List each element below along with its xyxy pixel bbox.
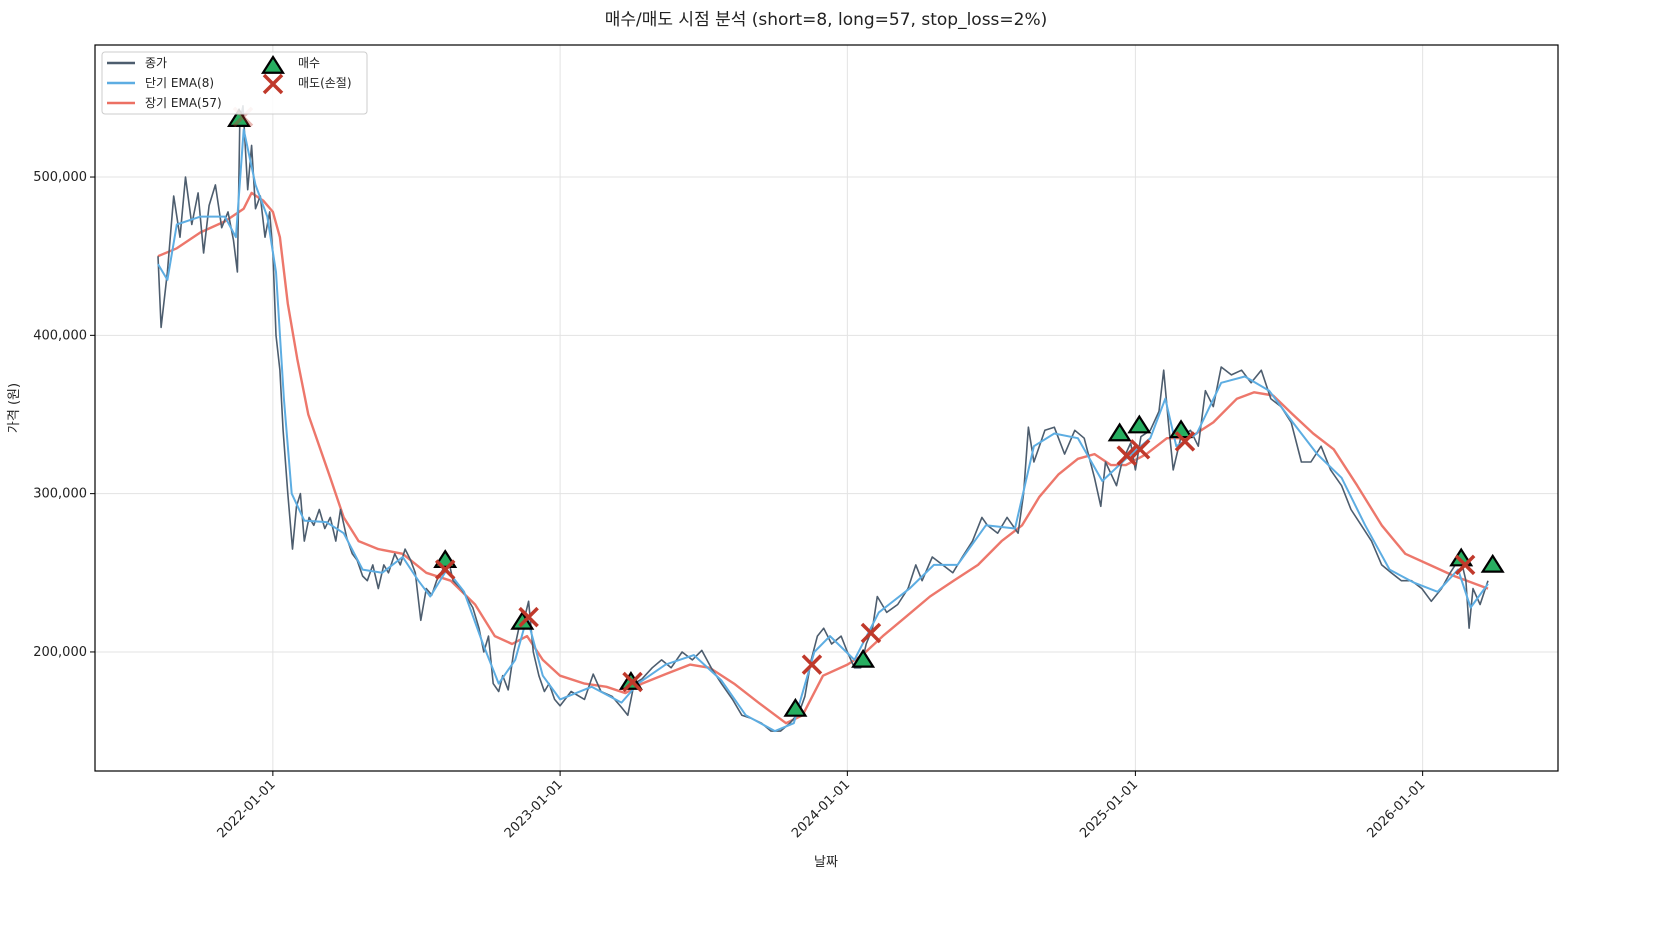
plot-frame: [94, 44, 1559, 772]
sell-cross-stroke: [1174, 431, 1196, 452]
x-tick-label: 2025-01-01: [1077, 777, 1141, 841]
legend-label: 종가: [145, 56, 167, 70]
long-ema-line: [157, 191, 1489, 725]
sell-cross-stroke: [801, 654, 823, 675]
sell-marker: [1116, 445, 1137, 466]
sell-marker: [434, 559, 456, 580]
close-price-line: [157, 105, 1489, 732]
sell-marker: [1454, 554, 1476, 576]
y-tick-label: 300,000: [33, 487, 87, 502]
x-tick-label: 2026-01-01: [1364, 777, 1428, 841]
sell-cross-stroke: [1129, 439, 1151, 460]
x-tick-label: 2024-01-01: [789, 777, 853, 841]
legend-label: 매수: [298, 56, 320, 70]
legend-buy-icon: [260, 54, 286, 74]
x-tick-label: 2022-01-01: [215, 777, 279, 841]
grid: [95, 45, 1558, 771]
buy-marker: [783, 697, 808, 717]
buy-marker: [1127, 414, 1152, 434]
sell-marker: [1174, 431, 1196, 452]
buy-marker: [1480, 553, 1505, 573]
x-tick-label: 2023-01-01: [502, 777, 566, 841]
y-tick-label: 200,000: [33, 645, 87, 660]
sell-marker: [622, 671, 643, 693]
sell-cross-stroke: [622, 671, 643, 693]
sell-cross-stroke: [262, 73, 284, 95]
legend-label: 장기 EMA(57): [145, 96, 222, 110]
markers-layer: [227, 106, 1505, 717]
sell-marker: [1129, 439, 1151, 460]
sell-cross-stroke: [1116, 445, 1137, 466]
sell-cross-stroke: [434, 559, 456, 580]
legend-sell-icon: [262, 73, 284, 95]
y-tick-label: 500,000: [33, 170, 87, 185]
legend-box: [101, 51, 368, 115]
axes: 2022-01-01 2023-01-01 2024-01-01 2025-01-01…: [33, 170, 1428, 841]
x-axis-label: 날짜: [814, 855, 838, 870]
series-layer: [157, 105, 1489, 733]
short-ema-line: [157, 128, 1489, 733]
sell-marker: [801, 654, 823, 675]
buy-marker: [227, 108, 252, 127]
sell-cross-stroke: [518, 606, 539, 628]
sell-marker: [860, 622, 882, 644]
buy-marker: [1169, 419, 1194, 439]
legend-label: 단기 EMA(8): [145, 76, 214, 90]
sell-cross-stroke: [1454, 554, 1476, 576]
buy-marker: [851, 648, 876, 668]
chart-title: 매수/매도 시점 분석 (short=8, long=57, stop_loss…: [605, 10, 1048, 30]
y-tick-label: 400,000: [33, 328, 87, 343]
sell-marker: [518, 606, 539, 628]
buy-marker: [1107, 422, 1132, 442]
sell-cross-stroke: [860, 622, 882, 644]
legend-label: 매도(손절): [298, 76, 352, 90]
y-axis-label: 가격 (원): [7, 383, 22, 433]
